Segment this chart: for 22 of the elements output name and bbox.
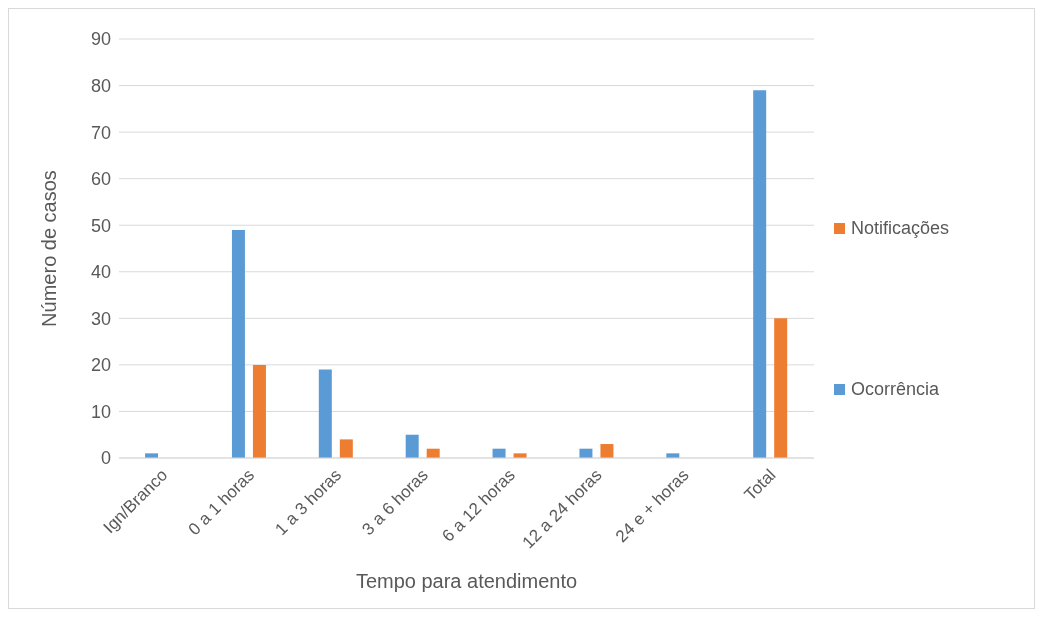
y-tick-label: 0: [100, 448, 111, 469]
y-tick-label: 20: [90, 355, 111, 376]
y-tick-label: 60: [90, 169, 111, 190]
bar: [252, 364, 266, 458]
y-tick-label: 80: [90, 75, 111, 96]
y-tick-label: 70: [90, 122, 111, 143]
y-tick-label: 50: [90, 215, 111, 236]
y-tick-label: 40: [90, 262, 111, 283]
bar: [339, 439, 353, 458]
x-axis-title: Tempo para atendimento: [355, 570, 578, 592]
bar: [231, 229, 245, 458]
y-axis-title: Número de casos: [38, 170, 61, 327]
y-tick-label: 10: [90, 401, 111, 422]
bar: [600, 444, 614, 458]
bar: [405, 434, 419, 458]
legend-label: Ocorrência: [851, 378, 940, 400]
bar: [318, 369, 332, 458]
legend-label: Notificações: [851, 217, 950, 239]
y-tick-label: 90: [90, 29, 111, 50]
bar: [753, 90, 767, 458]
y-tick-label: 30: [90, 308, 111, 329]
bar: [774, 318, 788, 458]
